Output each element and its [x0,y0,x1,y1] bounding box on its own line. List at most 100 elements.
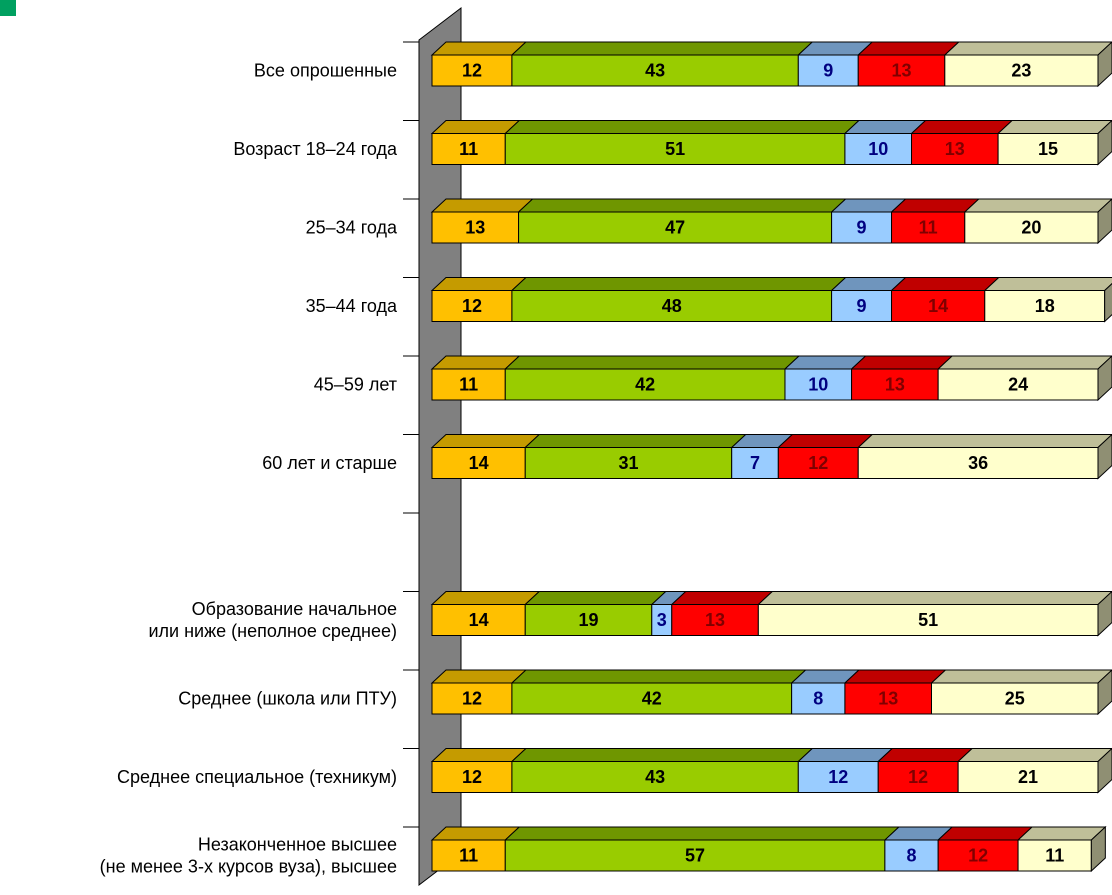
bar-top-face [523,591,668,605]
data-label: 13 [885,375,905,395]
bar-top-face [430,277,528,291]
bar-segment [431,604,526,636]
bar-segment [784,368,853,401]
category-label: Незаконченное высшее [198,835,397,855]
bar-top-face [430,434,541,448]
data-label: 24 [1008,375,1028,395]
data-label: 9 [857,296,867,316]
data-label: 57 [685,846,705,866]
bar-segment [957,761,1099,793]
category-label: (не менее 3-х курсов вуза), высшее [100,857,397,877]
bar-top-face [850,355,954,370]
bar-top-face [670,591,774,605]
bar-segment [431,54,513,87]
bar-top-face [757,591,1112,605]
data-label: 13 [945,139,965,159]
data-label: 12 [968,846,988,866]
category-label: или ниже (неполное среднее) [148,621,397,641]
bar-segment [911,133,999,165]
data-label: 7 [750,453,760,473]
bar-segment [844,682,932,715]
corner-mark [0,0,16,16]
bar-segment [891,290,986,322]
bar-top-face [430,748,528,762]
bar-top-face [510,748,814,762]
data-label: 14 [928,296,948,316]
bar-segment [431,682,513,715]
data-label: 51 [665,139,685,159]
bar-side-face [1097,433,1112,480]
bar-segment [891,211,966,244]
bar-segment [757,604,1099,636]
bar-segment [931,682,1099,715]
data-label: 11 [919,218,938,238]
data-label: 43 [645,767,665,787]
bar-segment [857,447,1099,479]
data-label: 12 [908,767,928,787]
bar-top-face [430,120,521,134]
data-label: 10 [868,139,888,159]
bar-segment [884,839,939,872]
bar-top-face [956,748,1112,762]
bar-side-face [1097,590,1112,637]
bar-top-face [523,434,747,448]
bar-segment [997,133,1099,165]
bar-top-face [503,826,901,841]
bar-top-face [983,277,1112,291]
bar-segment [431,290,513,322]
bar-segment [877,761,959,793]
bar-top-face [890,277,1001,291]
bar-top-face [843,669,947,684]
bar-segment [504,133,846,165]
bar-top-face [876,748,974,762]
bar-side-face [1097,198,1112,245]
bar-top-face [510,669,807,684]
data-label: 8 [907,846,917,866]
bar-segment [777,447,859,479]
data-label: 14 [469,453,489,473]
data-label: 47 [665,218,685,238]
data-label: 9 [823,61,833,81]
bar-top-face [430,41,528,56]
bar-segment [937,839,1019,872]
bar-top-face [797,748,894,762]
bar-segment [518,211,833,244]
bar-top-face [936,826,1034,841]
data-label: 9 [857,218,867,238]
bar-top-face [503,120,861,134]
data-label: 13 [892,61,912,81]
data-label: 13 [878,689,898,709]
category-label: Среднее (школа или ПТУ) [178,689,397,709]
bar-segment [511,290,833,322]
data-label: 19 [578,610,598,630]
bar-top-face [996,120,1112,134]
bar-segment [964,211,1099,244]
data-label: 18 [1035,296,1055,316]
bar-top-face [910,120,1014,134]
bar-top-face [430,355,521,370]
bar-segment [851,368,939,401]
bar-top-face [510,41,814,56]
category-label: 25–34 года [306,218,398,238]
data-label: 48 [662,296,682,316]
bar-top-face [430,669,528,684]
bar-segment [431,761,513,793]
bar-top-face [430,198,534,213]
category-label: Возраст 18–24 года [233,139,398,159]
bar-segment [504,839,886,872]
bar-side-face [1097,669,1112,716]
bar-top-face [936,355,1112,370]
data-label: 8 [813,689,823,709]
data-label: 12 [462,296,482,316]
bar-segment [844,133,913,165]
bar-segment [524,447,733,479]
bar-segment [431,211,520,244]
bar-top-face [963,198,1112,213]
data-label: 43 [645,61,665,81]
bar-top-face [430,591,541,605]
data-label: 11 [459,139,478,159]
bar-segment [431,133,506,165]
category-label: 45–59 лет [314,375,397,395]
data-label: 11 [1045,846,1064,866]
